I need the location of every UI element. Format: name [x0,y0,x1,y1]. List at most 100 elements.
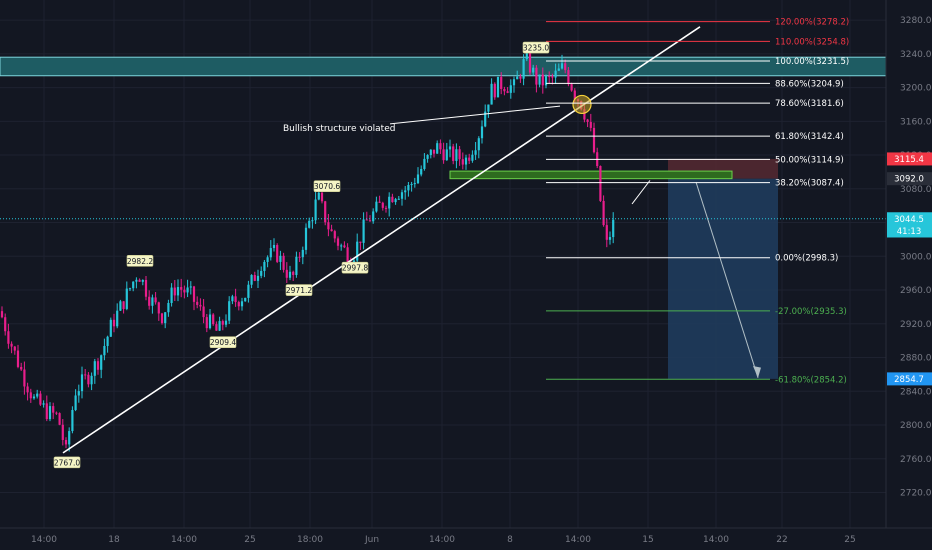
candle-body [144,279,148,297]
demand-zone [449,170,733,180]
candle-body [125,288,128,309]
candle-body [583,109,586,120]
candle-body [55,412,58,414]
candle-body [381,202,384,208]
candle-body [368,220,372,222]
candle-body [100,355,103,370]
candle-body [260,270,263,276]
candle-body [304,227,308,250]
price-axis[interactable]: 3320.03280.03240.03200.03160.03120.03080… [885,0,932,528]
candle-body [13,346,16,351]
candle-body [148,296,151,306]
fib-label: -27.00%(2935.3) [775,307,847,317]
x-tick-label: 14:00 [31,535,57,545]
candle-body [608,237,612,240]
candle-body [407,185,410,191]
candle-body [212,314,215,325]
candle-body [311,220,314,222]
price-tag-box [887,372,932,386]
annotation-text: Bullish structure violated [283,124,395,134]
y-tick-label: 3080.0 [900,185,932,195]
candle-body [292,271,295,275]
y-tick-label: 2800.0 [900,421,932,431]
price-tag-box [887,152,932,166]
candle-body [308,220,311,228]
candle-body [362,219,365,243]
candle-body [519,76,522,79]
candle-body [516,76,519,80]
candle-body [48,406,52,420]
candle-body [205,317,208,329]
x-tick-label: 25 [844,535,855,545]
swing-label-box [53,456,81,469]
drawings: Bullish structure violated [62,26,761,454]
candle-body [23,369,26,387]
candle-body [164,312,167,324]
swing-label-text: 2997.8 [342,264,368,273]
y-tick-label: 2960.0 [900,286,932,296]
candle-body [484,111,487,127]
price-tag-box [887,172,932,186]
candle-body [436,143,439,154]
candle-body [327,222,330,230]
candle-body [106,336,109,346]
candle-body [586,119,589,122]
x-tick-label: 18 [108,535,120,545]
candle-body [512,79,516,86]
x-tick-label: 15 [642,535,653,545]
y-tick-label: 2840.0 [900,387,932,397]
swing-label-text: 3070.6 [314,182,340,191]
candle-body [215,324,218,331]
swing-label-box [126,255,154,267]
time-axis[interactable]: 14:00 18 14:00 25 18:00 Jun 14:00 8 14:00 15 14:00… [0,527,932,545]
candle-body [189,286,192,288]
y-tick-label: 3240.0 [900,50,932,60]
candle-body [170,287,173,303]
candle-body [58,413,61,425]
candle-body [493,83,496,98]
candle-body [122,301,125,309]
candle-body [570,84,573,91]
swing-label-text: 2982.2 [127,257,153,266]
swing-label-box [341,261,369,274]
pullback-arrow [631,180,651,205]
candle-body [119,301,122,311]
candle-body [173,287,176,296]
candle-body [528,51,532,73]
candle-body [208,314,212,329]
swing-label-text: 3235.0 [523,44,549,53]
swing-label-text: 2971.2 [286,286,312,295]
candle-body [432,149,436,154]
candle-body [477,138,480,151]
candle-body [554,70,557,78]
candle-body [141,279,144,282]
projection-arrow [695,181,759,378]
candle-body [20,366,23,370]
price-tag-text: 2854.7 [894,375,924,385]
candle-body [96,361,100,370]
candle-body [375,201,378,212]
candle-body [186,287,189,293]
candle-body [538,74,541,85]
candle-body [295,256,298,275]
fib-label: 78.60%(3181.6) [775,99,844,109]
candle-body [263,261,266,271]
x-tick-label: 18:00 [297,535,323,545]
candle-body [116,310,119,327]
candle-body [359,241,362,243]
fib-label: 88.60%(3204.9) [775,79,844,89]
x-tick-label: 25 [244,535,255,545]
candle-body [253,275,256,281]
candle-body [567,70,570,85]
candle-body [458,149,461,160]
candle-body [80,374,84,392]
candle-body [343,245,346,248]
candle-body [36,393,39,397]
candle-body [474,150,477,155]
candle-body [557,68,560,71]
candle-body [84,374,87,376]
candle-body [394,199,397,203]
swing-labels: 2767.0 2982.2 2909.4 2971.2 3070.6 2997.8 3235… [0,41,886,469]
candle-body [29,392,32,399]
